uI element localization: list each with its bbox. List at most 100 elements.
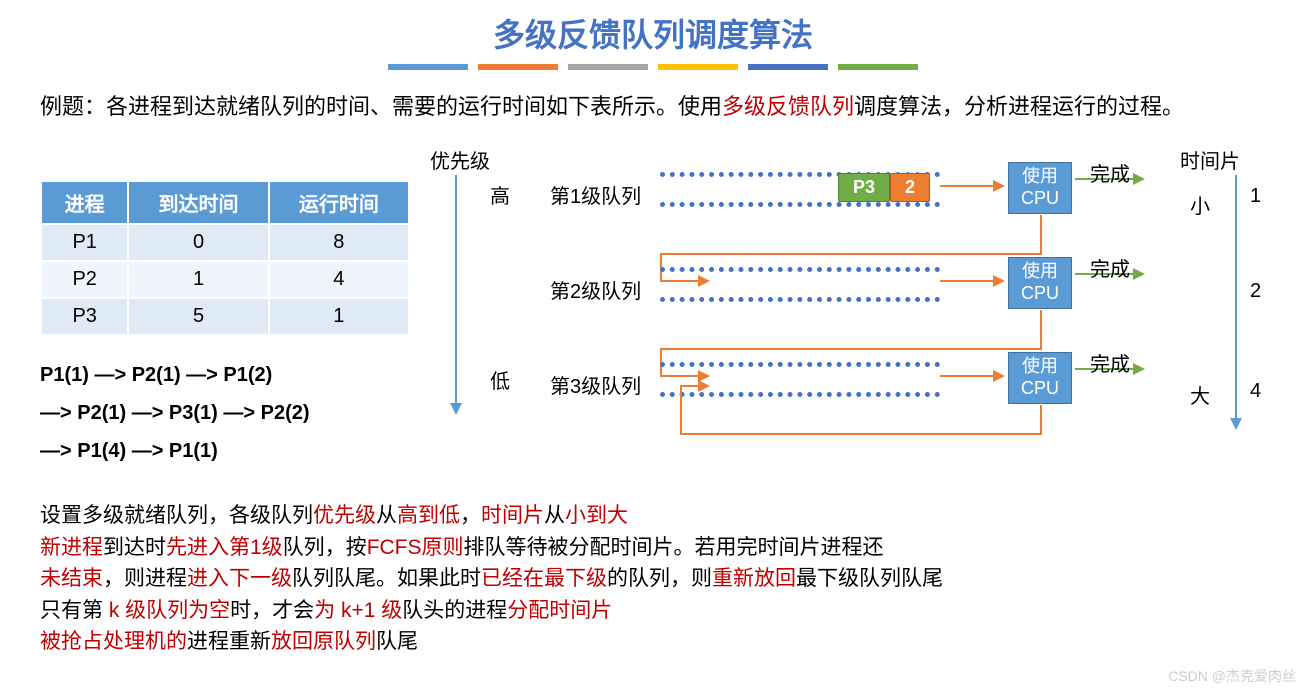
t: 未结束 — [40, 567, 103, 590]
cpu-bot: CPU — [1009, 378, 1071, 400]
queue1-to-cpu — [940, 185, 995, 187]
col-runtime: 运行时间 — [269, 181, 409, 224]
queue3-label: 第3级队列 — [550, 370, 641, 399]
cpu-bot: CPU — [1009, 188, 1071, 210]
queue3-done: 完成 — [1090, 348, 1130, 377]
t: 优先级 — [313, 504, 376, 527]
ts-value-3: 4 — [1250, 380, 1261, 403]
cell: 4 — [269, 261, 409, 298]
cell: P3 — [41, 298, 128, 335]
watermark: CSDN @杰克爱肉丝 — [1168, 666, 1296, 686]
conn-q2-into-q3 — [660, 375, 700, 377]
ts-value-2: 2 — [1250, 280, 1261, 303]
cell: 5 — [128, 298, 268, 335]
t: 从 — [376, 504, 397, 527]
t: 时，才会 — [230, 599, 314, 622]
ts-value-1: 1 — [1250, 185, 1261, 208]
t: 到达时 — [103, 536, 166, 559]
accent-bar — [568, 64, 648, 70]
cpu-top: 使用 — [1009, 166, 1071, 188]
conn-q1-down — [1040, 215, 1042, 255]
proc-p3-box: P3 — [838, 173, 890, 202]
t: 从 — [544, 504, 565, 527]
cell: P1 — [41, 224, 128, 261]
t: 队头的进程 — [402, 599, 507, 622]
intro-text: 例题：各进程到达就绪队列的时间、需要的运行时间如下表所示。使用多级反馈队列调度算… — [40, 90, 1266, 123]
priority-low: 低 — [490, 365, 510, 394]
t: 进入下一级 — [187, 567, 292, 590]
cpu-top: 使用 — [1009, 261, 1071, 283]
proc-p2-box: 2 — [890, 173, 930, 202]
cpu-box-3: 使用 CPU — [1008, 352, 1072, 404]
cell: 8 — [269, 224, 409, 261]
col-arrival: 到达时间 — [128, 181, 268, 224]
table-row: P1 0 8 — [41, 224, 409, 261]
queue2-bot — [660, 297, 940, 302]
t: 为 k+1 级 — [314, 599, 402, 622]
queue2-done: 完成 — [1090, 253, 1130, 282]
queue-diagram: 优先级 高 低 时间片 小 大 1 2 4 第1级队列 使用 CPU 完成 2 … — [420, 140, 1290, 460]
rule-line-4: 只有第 k 级队列为空时，才会为 k+1 级队头的进程分配时间片 — [40, 595, 1100, 627]
accent-bar — [748, 64, 828, 70]
accent-bar — [658, 64, 738, 70]
timeslice-large: 大 — [1190, 380, 1210, 409]
intro-pre: 例题：各进程到达就绪队列的时间、需要的运行时间如下表所示。使用 — [40, 94, 722, 119]
conn-q3-up — [680, 385, 682, 435]
cell: 0 — [128, 224, 268, 261]
conn-q1-into-q2 — [660, 280, 700, 282]
timeslice-title: 时间片 — [1180, 145, 1240, 174]
priority-title: 优先级 — [430, 145, 490, 174]
t: 时间片 — [481, 504, 544, 527]
rule-line-5: 被抢占处理机的进程重新放回原队列队尾 — [40, 626, 1100, 658]
t: 最下级队列队尾 — [796, 567, 943, 590]
queue3-bot — [660, 392, 940, 397]
t: 先进入第1级 — [166, 536, 283, 559]
seq-line: P1(1) —> P2(1) —> P1(2) — [40, 356, 410, 394]
cpu-box-1: 使用 CPU — [1008, 162, 1072, 214]
queue2-top — [660, 267, 940, 272]
rules-text: 设置多级就绪队列，各级队列优先级从高到低，时间片从小到大 新进程到达时先进入第1… — [40, 500, 1100, 658]
t: 设置多级就绪队列，各级队列 — [40, 504, 313, 527]
cpu-box-2: 使用 CPU — [1008, 257, 1072, 309]
table-row: P2 1 4 — [41, 261, 409, 298]
col-process: 进程 — [41, 181, 128, 224]
timeslice-arrow — [1235, 175, 1237, 420]
accent-bar — [838, 64, 918, 70]
conn-q2-down — [1040, 310, 1042, 350]
rule-line-1: 设置多级就绪队列，各级队列优先级从高到低，时间片从小到大 — [40, 500, 1100, 532]
seq-line: —> P2(1) —> P3(1) —> P2(2) — [40, 394, 410, 432]
conn-q3-across — [680, 433, 1042, 435]
t: 被抢占处理机的 — [40, 630, 187, 653]
rule-line-3: 未结束，则进程进入下一级队列队尾。如果此时已经在最下级的队列，则重新放回最下级队… — [40, 563, 1100, 595]
priority-arrow — [455, 175, 457, 405]
rule-line-2: 新进程到达时先进入第1级队列，按FCFS原则排队等待被分配时间片。若用完时间片进… — [40, 532, 1100, 564]
queue1-bot — [660, 202, 940, 207]
t: 队尾 — [376, 630, 418, 653]
queue3-top — [660, 362, 940, 367]
intro-post: 调度算法，分析进程运行的过程。 — [854, 94, 1184, 119]
conn-q3-back — [680, 385, 700, 387]
table-header-row: 进程 到达时间 运行时间 — [41, 181, 409, 224]
conn-q3-down — [1040, 405, 1042, 435]
t: 的队列，则 — [607, 567, 712, 590]
t: 新进程 — [40, 536, 103, 559]
intro-highlight: 多级反馈队列 — [722, 94, 854, 119]
cell: P2 — [41, 261, 128, 298]
t: 排队等待被分配时间片。若用完时间片进程还 — [464, 536, 884, 559]
t: 放回原队列 — [271, 630, 376, 653]
queue2-label: 第2级队列 — [550, 275, 641, 304]
t: 队列，按 — [283, 536, 367, 559]
t: 重新放回 — [712, 567, 796, 590]
t: 小到大 — [565, 504, 628, 527]
cpu-top: 使用 — [1009, 356, 1071, 378]
queue2-to-cpu — [940, 280, 995, 282]
cell: 1 — [128, 261, 268, 298]
priority-high: 高 — [490, 180, 510, 209]
table-row: P3 5 1 — [41, 298, 409, 335]
t: 队列队尾。如果此时 — [292, 567, 481, 590]
conn-q2-across — [660, 348, 1042, 350]
queue1-done: 完成 — [1090, 158, 1130, 187]
queue1-label: 第1级队列 — [550, 180, 641, 209]
t: 只有第 — [40, 599, 103, 622]
title-accent-bars — [0, 64, 1306, 70]
